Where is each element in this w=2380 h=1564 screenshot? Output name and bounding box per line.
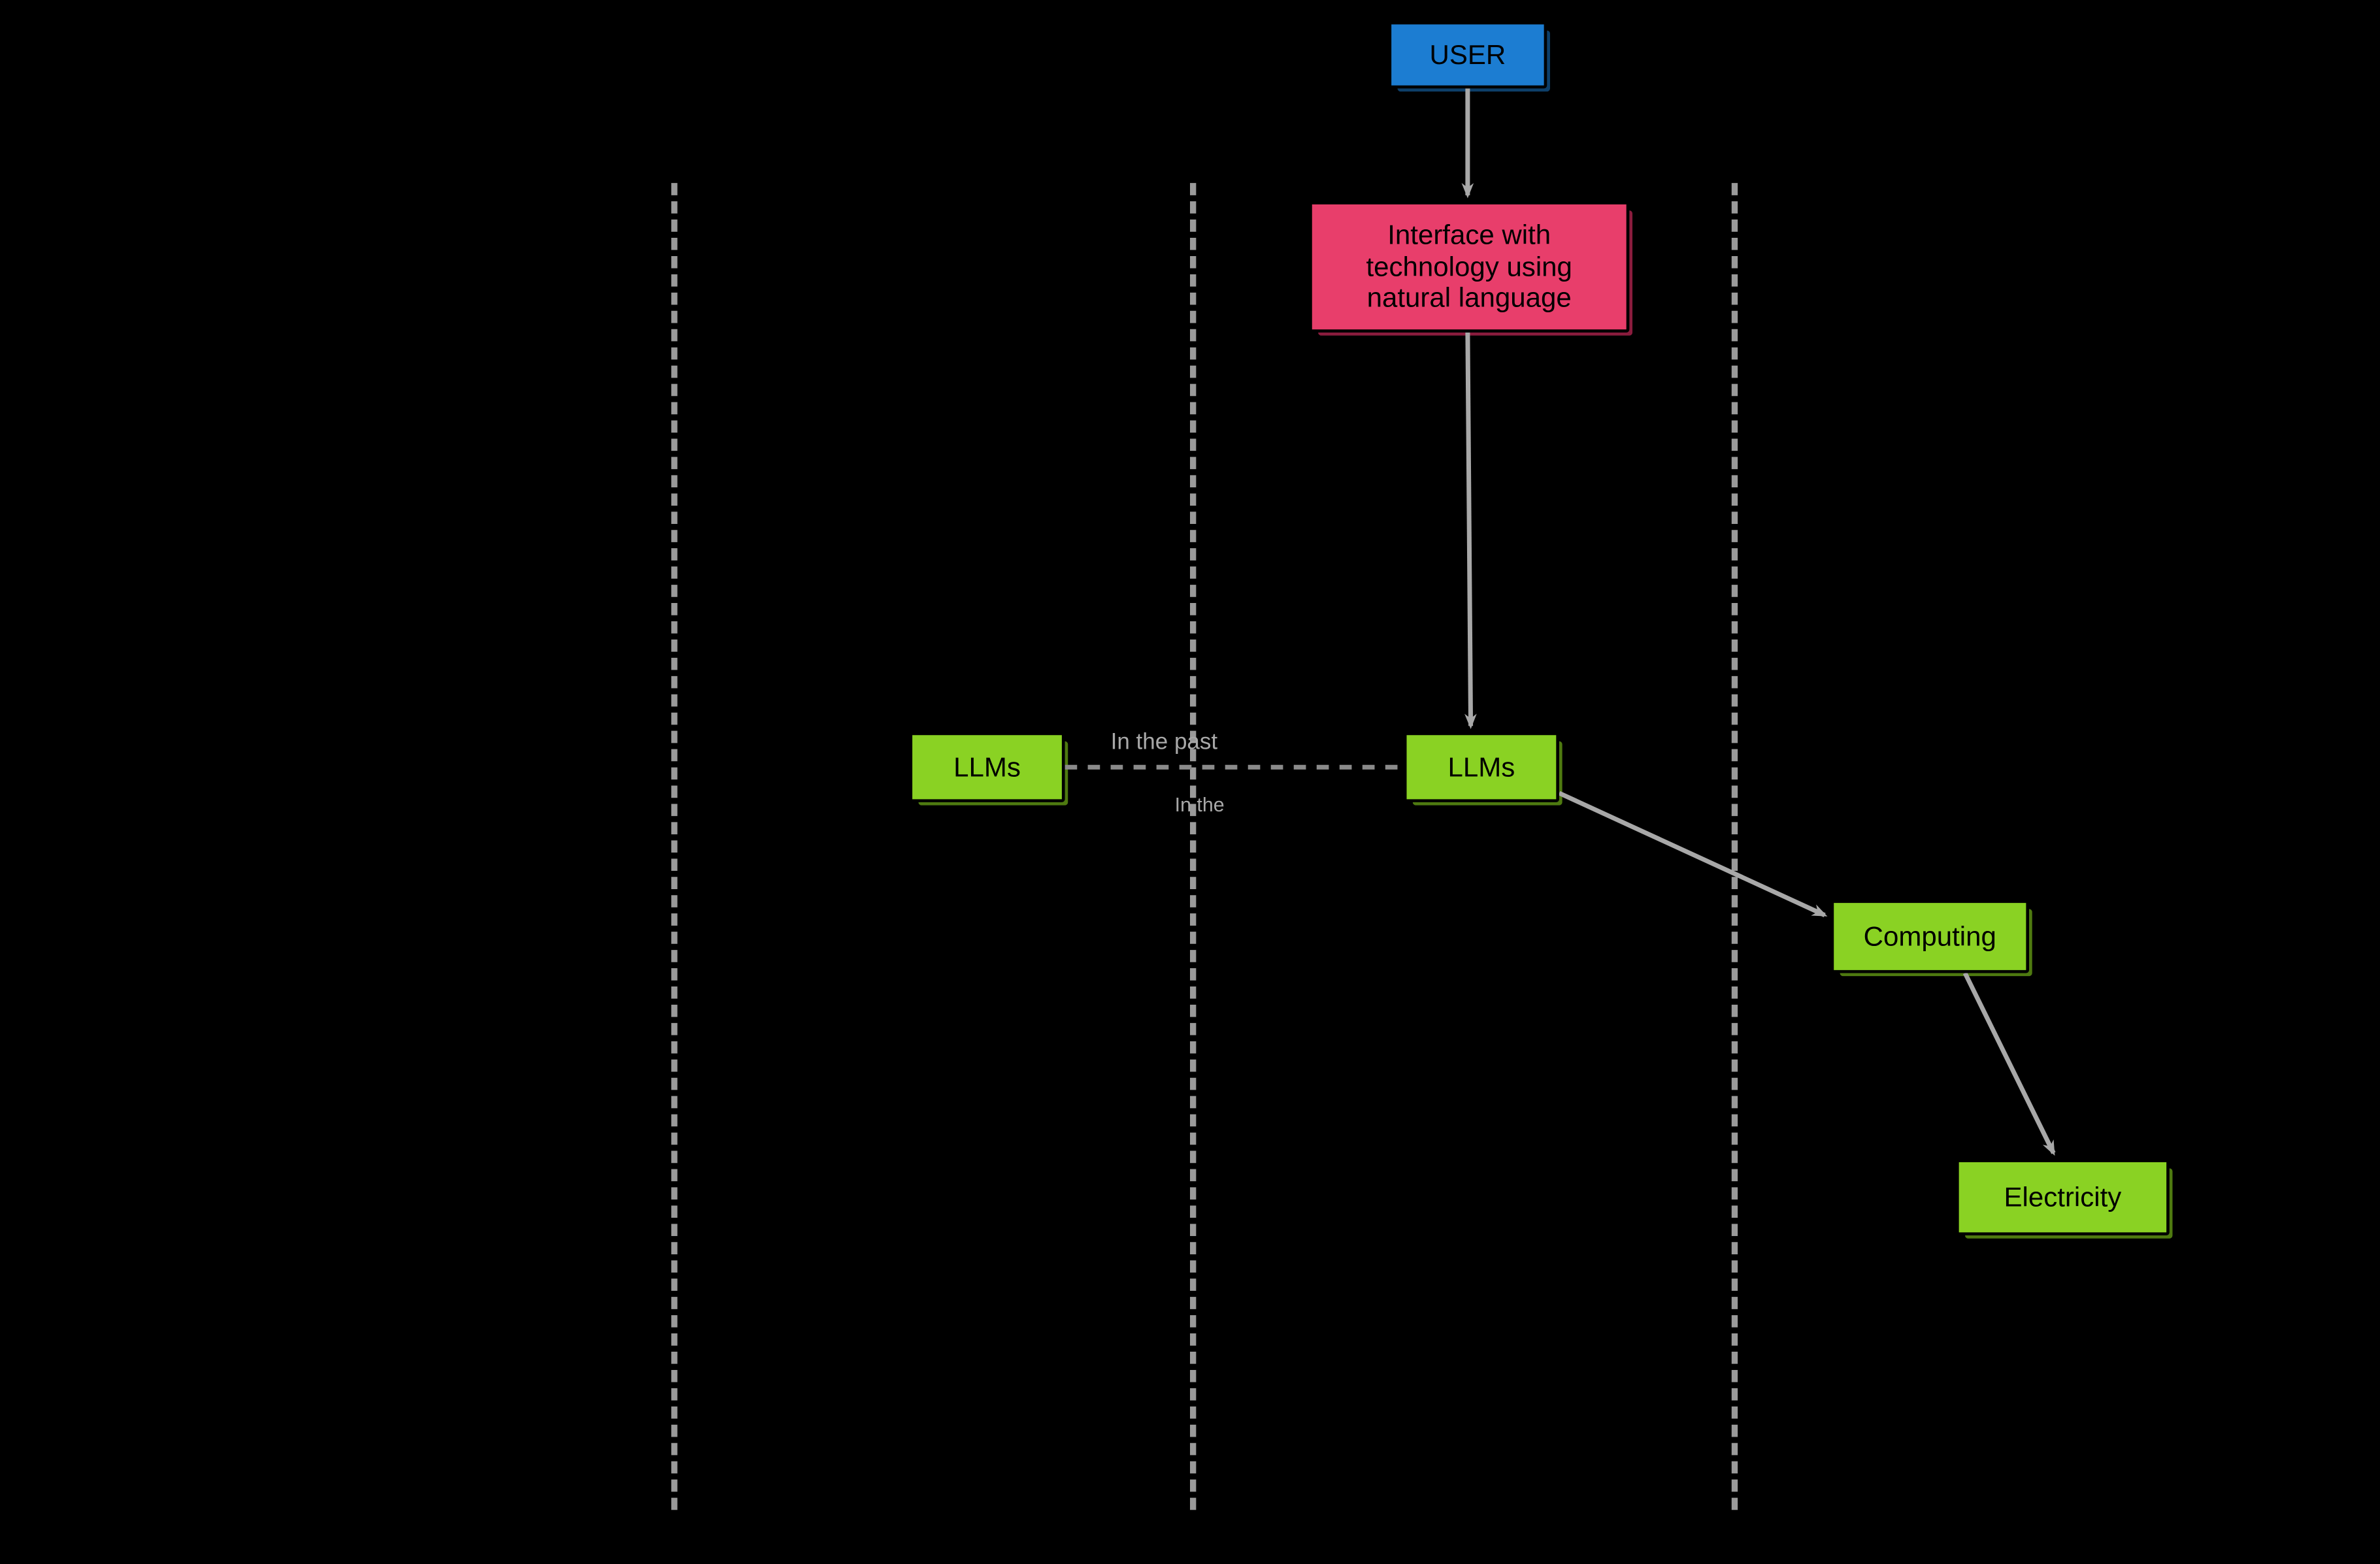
node-interface: Interface with technology using natural … xyxy=(1309,201,1629,333)
swimlane-divider xyxy=(1732,183,1738,1510)
node-computing: Computing xyxy=(1831,900,2030,973)
node-user: USER xyxy=(1389,22,1547,89)
node-user-label: USER xyxy=(1429,39,1506,71)
edge-label-llms_past_future-top: In the past xyxy=(1111,729,1218,755)
node-electricity-label: Electricity xyxy=(2004,1182,2121,1213)
edge-label-llms_past_future-bottom: In the xyxy=(1175,793,1225,816)
node-interface-label: Interface with technology using natural … xyxy=(1366,220,1572,314)
edge-interface_to_llms xyxy=(1468,333,1471,726)
edge-llms_to_computing xyxy=(1559,793,1825,915)
node-computing-label: Computing xyxy=(1864,920,1996,952)
node-llms-right-label: LLMs xyxy=(1448,751,1515,783)
edge-computing_to_electricity xyxy=(1965,973,2053,1152)
node-electricity: Electricity xyxy=(1956,1159,2170,1235)
swimlane-divider xyxy=(1190,183,1196,1510)
node-llms-right: LLMs xyxy=(1404,732,1559,802)
swimlane-divider xyxy=(671,183,677,1510)
node-llms-left-label: LLMs xyxy=(953,751,1021,783)
diagram-canvas: USER Interface with technology using nat… xyxy=(0,0,2380,1563)
node-llms-left: LLMs xyxy=(909,732,1065,802)
